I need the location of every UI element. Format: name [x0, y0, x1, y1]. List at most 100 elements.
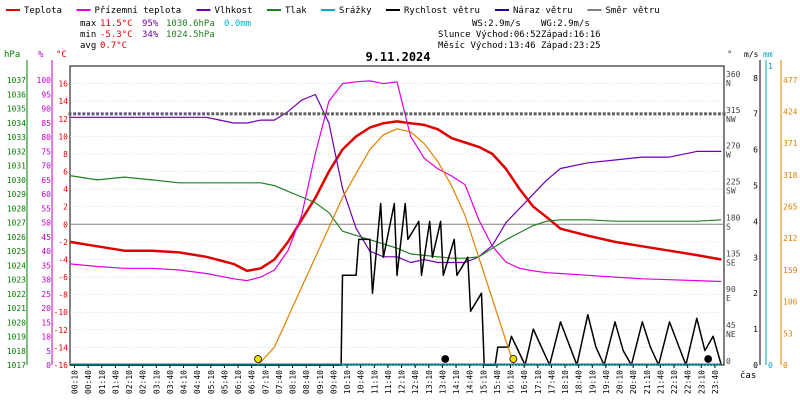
temp-tick-label: 8 — [63, 150, 68, 159]
ms-tick-label: 2 — [753, 289, 758, 298]
wind-direction-point — [616, 112, 620, 116]
wind-direction-point — [598, 112, 602, 116]
wind-direction-point — [238, 112, 242, 116]
x-axis-label: čas — [740, 370, 756, 381]
wind-direction-point — [243, 112, 247, 116]
dir-tick-label: NE — [726, 330, 736, 339]
wind-direction-point — [206, 112, 210, 116]
legend-label: Tlak — [285, 6, 307, 16]
stats-avg-label: avg — [80, 41, 96, 51]
stats-max-rain: 0.0mm — [224, 19, 251, 29]
pct-tick-label: 100 — [37, 76, 52, 85]
wm2-tick-label: 0 — [783, 361, 788, 370]
wind-direction-point — [211, 112, 215, 116]
x-tick-label: 17:10 — [534, 370, 543, 394]
wind-direction-point — [114, 112, 118, 116]
stats-min-label: min — [80, 30, 96, 40]
wind-direction-point — [137, 112, 141, 116]
temp-tick-label: 4 — [63, 185, 68, 194]
wind-direction-point — [593, 112, 597, 116]
wind-direction-point — [455, 112, 459, 116]
series-line-teplota — [69, 120, 722, 273]
pct-tick-label: 90 — [41, 105, 51, 114]
wind-direction-point — [653, 112, 657, 116]
deg-tick-label: 225 — [726, 178, 741, 187]
stats-max-label: max — [80, 19, 97, 29]
x-tick-label: 23:40 — [711, 370, 720, 394]
wind-direction-point — [469, 112, 473, 116]
wind-direction-point — [229, 112, 233, 116]
legend-label: Přízemní teplota — [95, 6, 182, 16]
ms-tick-label: 4 — [753, 217, 758, 226]
wind-direction-point — [179, 112, 183, 116]
wind-direction-point — [156, 112, 160, 116]
x-tick-label: 04:40 — [193, 370, 202, 394]
info-moon-set: Západ:23:25 — [541, 41, 601, 51]
x-tick-label: 19:10 — [588, 370, 597, 394]
series-line-rychlost-větru — [70, 202, 723, 366]
info-ws: WS:2.9m/s — [472, 19, 521, 29]
wm2-tick-label: 53 — [783, 329, 793, 338]
wind-direction-point — [487, 112, 491, 116]
wind-direction-point — [377, 112, 381, 116]
ms-tick-label: 0 — [753, 361, 758, 370]
wind-direction-point — [556, 112, 560, 116]
legend-label: Rychlost větru — [404, 6, 480, 16]
wind-direction-point — [174, 112, 178, 116]
wind-direction-point — [119, 112, 123, 116]
wind-direction-point — [289, 112, 293, 116]
wind-direction-point — [275, 112, 279, 116]
x-tick-label: 21:10 — [643, 370, 652, 394]
x-tick-label: 07:40 — [275, 370, 284, 394]
dir-tick-label: N — [726, 79, 731, 88]
wind-direction-point — [280, 112, 284, 116]
wind-direction-point — [409, 112, 413, 116]
temp-tick-label: -10 — [54, 308, 69, 317]
wind-direction-point — [648, 112, 652, 116]
temp-tick-label: 12 — [58, 115, 68, 124]
wind-direction-point — [602, 112, 606, 116]
wind-direction-point — [225, 112, 229, 116]
sunset-marker — [509, 355, 518, 363]
temp-tick-label: 14 — [58, 97, 68, 106]
ms-tick-label: 3 — [753, 253, 758, 262]
x-tick-label: 15:40 — [493, 370, 502, 394]
wind-direction-point — [704, 112, 708, 116]
deg-tick-label: 315 — [726, 106, 741, 115]
wind-direction-point — [146, 112, 150, 116]
ms-tick-label: 6 — [753, 146, 758, 155]
wind-direction-point — [234, 112, 238, 116]
pct-tick-label: 25 — [41, 290, 51, 299]
wind-direction-point — [284, 112, 288, 116]
deg-tick-label: 180 — [726, 213, 741, 222]
legend-label: Náraz větru — [513, 6, 573, 16]
axis-pct-label: % — [38, 50, 44, 60]
wm2-tick-label: 265 — [783, 203, 798, 212]
x-tick-label: 20:10 — [616, 370, 625, 394]
wind-direction-point — [271, 112, 275, 116]
wind-direction-point — [400, 112, 404, 116]
x-tick-label: 16:40 — [520, 370, 529, 394]
dir-tick-label: SE — [726, 258, 736, 267]
wind-direction-point — [354, 112, 358, 116]
x-tick-label: 21:40 — [656, 370, 665, 394]
wind-direction-point — [524, 112, 528, 116]
wind-direction-point — [123, 112, 127, 116]
wind-direction-point — [96, 112, 100, 116]
x-tick-label: 00:40 — [84, 370, 93, 394]
wind-direction-point — [570, 112, 574, 116]
temp-tick-label: -16 — [54, 361, 69, 370]
wind-direction-point — [611, 112, 615, 116]
x-tick-label: 18:10 — [561, 370, 570, 394]
wind-direction-point — [335, 112, 339, 116]
wind-direction-point — [413, 112, 417, 116]
legend-label: Vlhkost — [215, 6, 253, 16]
x-tick-label: 18:40 — [575, 370, 584, 394]
wind-direction-point — [252, 112, 256, 116]
wind-direction-point — [658, 112, 662, 116]
wind-direction-point — [317, 112, 321, 116]
wm2-tick-label: 371 — [783, 139, 798, 148]
wind-direction-point — [248, 112, 252, 116]
wind-direction-point — [68, 112, 72, 116]
temp-tick-label: -12 — [54, 326, 69, 335]
